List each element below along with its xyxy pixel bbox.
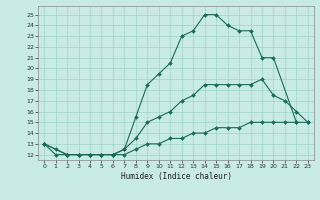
- X-axis label: Humidex (Indice chaleur): Humidex (Indice chaleur): [121, 172, 231, 181]
